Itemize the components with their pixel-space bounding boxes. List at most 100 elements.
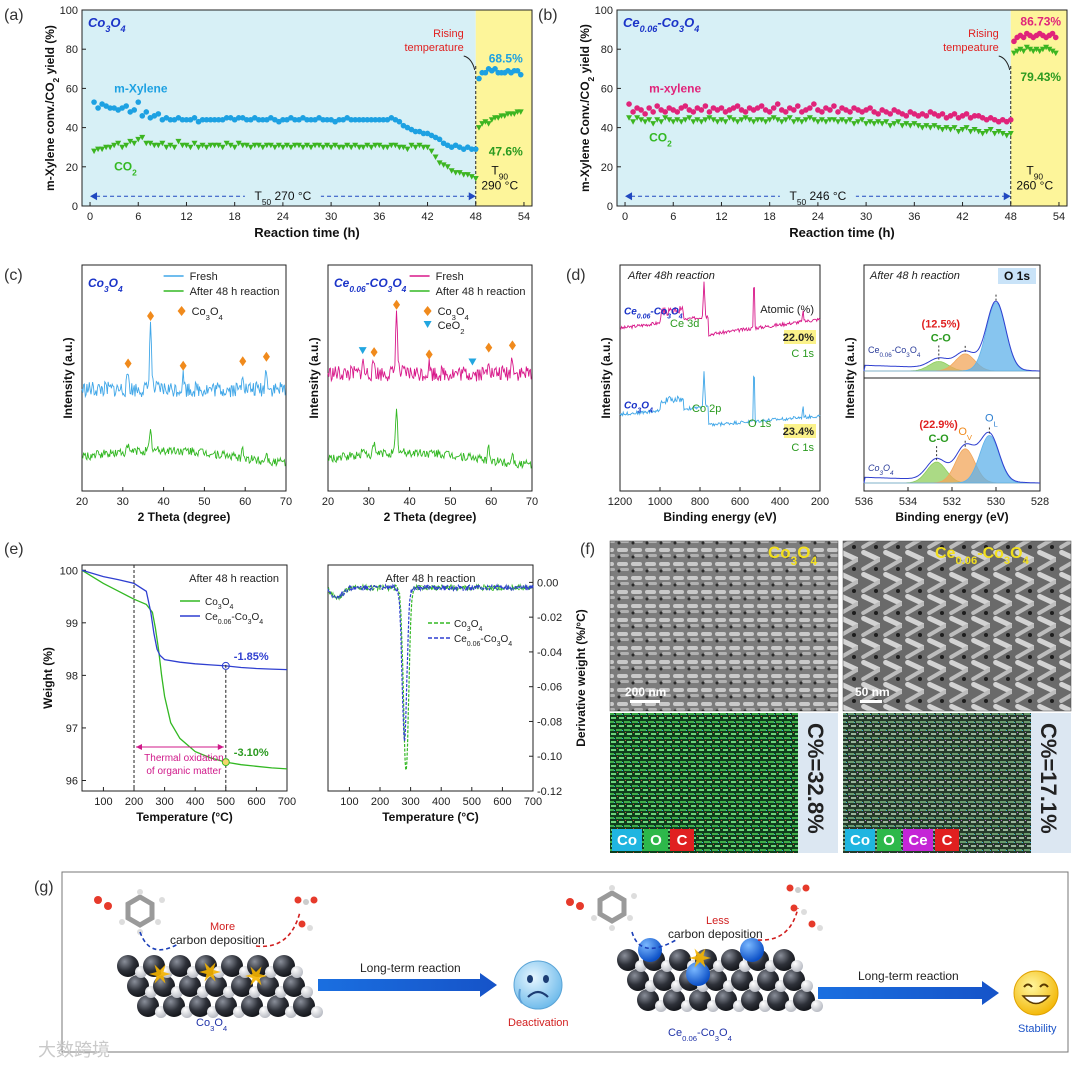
d1-xtick-label: 600 — [731, 496, 749, 508]
a-point-co2 — [324, 142, 331, 149]
b-point-co2 — [999, 130, 1006, 137]
a-point-co2 — [364, 142, 371, 149]
e1-ytick-label: 98 — [66, 670, 78, 682]
a-point-m-xylene — [235, 115, 242, 121]
eds-element-o-label: O — [883, 832, 895, 849]
e2-xtick-label: 300 — [401, 796, 419, 808]
b-point-co2 — [646, 117, 653, 123]
c2-co3o4-peak-marker — [425, 349, 433, 360]
e1-ylabel: Weight (%) — [41, 647, 55, 709]
b-t50-arrow-head-r — [1003, 192, 1011, 201]
b-point-co2 — [706, 115, 713, 121]
a-value-bottom: 47.6% — [489, 145, 523, 159]
a-point-co2 — [420, 144, 427, 151]
slab-co-atom — [721, 949, 743, 971]
a-point-co2 — [452, 170, 459, 176]
b-point-co2 — [774, 117, 781, 123]
a-point-m-xylene — [203, 116, 210, 123]
a-point-co2 — [223, 140, 230, 147]
b-point-co2 — [718, 117, 725, 123]
panel-f: Co3O4 200 nm Ce0.06-Co3O4 50 nm C%=32.8%… — [609, 540, 1072, 853]
b-point-co2 — [867, 119, 874, 125]
dashed-arc-in-left — [139, 931, 179, 951]
a-ytick-label: 60 — [66, 83, 78, 95]
d1-atomic-bg-0 — [784, 330, 816, 344]
a-point-co2 — [175, 138, 182, 145]
b-point-m-xylene-t90 — [1049, 30, 1056, 37]
c2-frame — [327, 264, 533, 492]
a-point-co2 — [412, 144, 419, 151]
d2-series-name-1: Co3O4 — [868, 463, 894, 477]
eds-element-o-label: O — [650, 832, 662, 849]
scale-bar-200nm — [630, 700, 660, 703]
b-point-m-xylene — [734, 103, 741, 109]
a-t90-temp: 290 °C — [481, 179, 518, 193]
c1-curve-fresh — [81, 321, 286, 399]
a-point-co2-t90 — [488, 117, 495, 123]
a-point-co2 — [360, 144, 367, 151]
b-point-m-xylene — [963, 111, 970, 117]
a-t50-arrow-head-r — [468, 192, 476, 201]
e1-xtick-label: 100 — [94, 796, 112, 808]
a-point-co2 — [139, 134, 146, 141]
b-xlabel: Reaction time (h) — [789, 225, 894, 240]
slab-co-atom — [705, 969, 727, 991]
a-point-co2 — [312, 142, 319, 149]
b-point-co2 — [834, 119, 841, 125]
sem-label-ce-co3o4: Ce0.06-Co3O4 — [935, 545, 1030, 567]
panel-label-d: (d) — [566, 267, 586, 284]
b-title: Ce0.06-Co3O4 — [623, 15, 699, 34]
a-ytick-label: 40 — [66, 123, 78, 135]
e1-ytick-label: 97 — [66, 723, 78, 735]
a-point-co2 — [235, 140, 242, 147]
a-point-m-xylene — [255, 116, 262, 123]
b-point-co2 — [726, 115, 733, 121]
b-point-co2 — [814, 119, 821, 125]
a-point-m-xylene — [199, 116, 206, 123]
a-point-co2 — [91, 148, 98, 155]
b-point-m-xylene — [770, 105, 777, 111]
e1-range-label-2: of organic matter — [146, 766, 222, 777]
a-point-co2 — [316, 142, 323, 149]
b-point-m-xylene — [811, 101, 817, 107]
d1-ce3d-label: Ce 3d — [670, 318, 699, 330]
slab-co-atom — [273, 955, 295, 977]
c1-xtick-label: 60 — [239, 496, 251, 508]
b-point-m-xylene — [642, 111, 648, 117]
a-point-m-xylene — [191, 115, 198, 121]
b-point-co2 — [686, 115, 693, 121]
c1-legend-co3o4-marker — [177, 306, 186, 316]
long-term-arrow-1-label: Long-term reaction — [360, 961, 461, 975]
b-bg-t50 — [617, 10, 1011, 206]
b-xtick-label: 48 — [1005, 211, 1017, 223]
a-point-co2 — [155, 142, 162, 149]
b-point-m-xylene — [630, 109, 636, 115]
b-point-m-xylene — [650, 109, 656, 115]
eds-element-ce-label: Ce — [908, 832, 927, 849]
b-point-co2-t90 — [1027, 46, 1034, 53]
a-point-m-xylene — [412, 128, 419, 135]
b-xtick-label: 24 — [812, 211, 824, 223]
b-point-m-xylene — [795, 103, 801, 109]
d2-component-0-2 — [864, 302, 1040, 372]
b-point-co2 — [694, 117, 701, 123]
a-point-m-xylene — [215, 116, 222, 123]
b-point-co2 — [875, 119, 882, 125]
a-point-co2 — [271, 144, 278, 151]
a-rising-label-1: Rising — [433, 28, 464, 40]
a-point-m-xylene — [139, 113, 146, 119]
panel-label-g: (g) — [34, 879, 54, 896]
carbon-percent-ce-co3o4: C%=17.1% — [1036, 723, 1061, 834]
b-point-co2 — [919, 125, 926, 131]
slab-co-atom — [757, 969, 779, 991]
e1-xtick-label: 500 — [217, 796, 235, 808]
b-point-m-xylene — [702, 103, 709, 109]
a-point-co2-t90 — [479, 121, 486, 127]
a-point-co2 — [119, 144, 126, 151]
a-point-co2 — [368, 144, 375, 151]
c2-xlabel: 2 Theta (degree) — [384, 510, 477, 524]
a-point-co2 — [392, 142, 399, 149]
b-point-co2-t90 — [1043, 44, 1050, 51]
dashed-arc-in-right — [631, 931, 677, 950]
e1-loss-co: -3.10% — [234, 747, 269, 759]
